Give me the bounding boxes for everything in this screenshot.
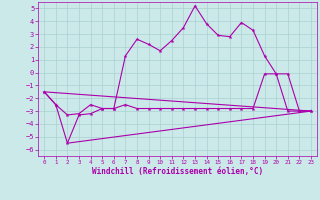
X-axis label: Windchill (Refroidissement éolien,°C): Windchill (Refroidissement éolien,°C) [92, 167, 263, 176]
